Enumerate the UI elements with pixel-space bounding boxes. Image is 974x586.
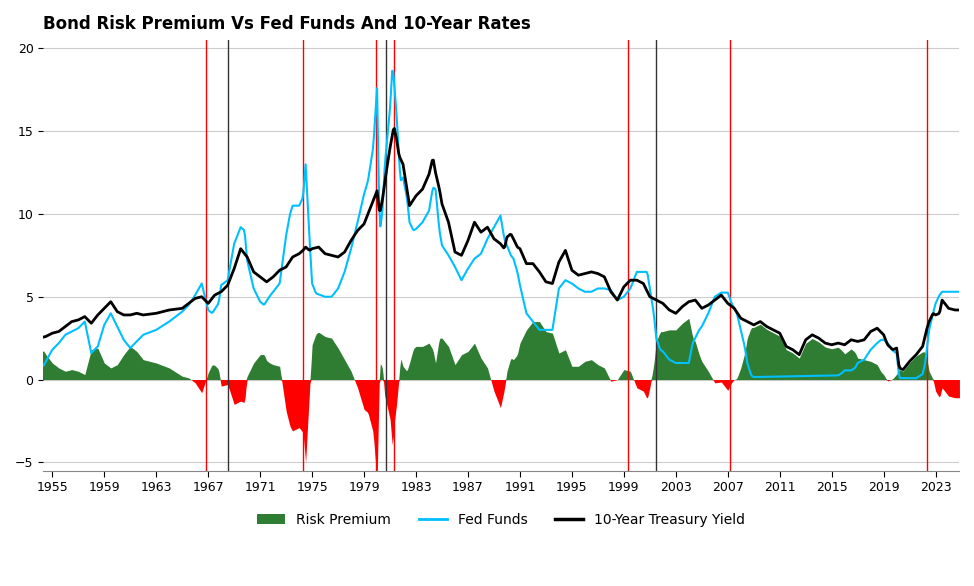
Text: Bond Risk Premium Vs Fed Funds And 10-Year Rates: Bond Risk Premium Vs Fed Funds And 10-Ye… [43,15,531,33]
Legend: Risk Premium, Fed Funds, 10-Year Treasury Yield: Risk Premium, Fed Funds, 10-Year Treasur… [251,507,751,533]
